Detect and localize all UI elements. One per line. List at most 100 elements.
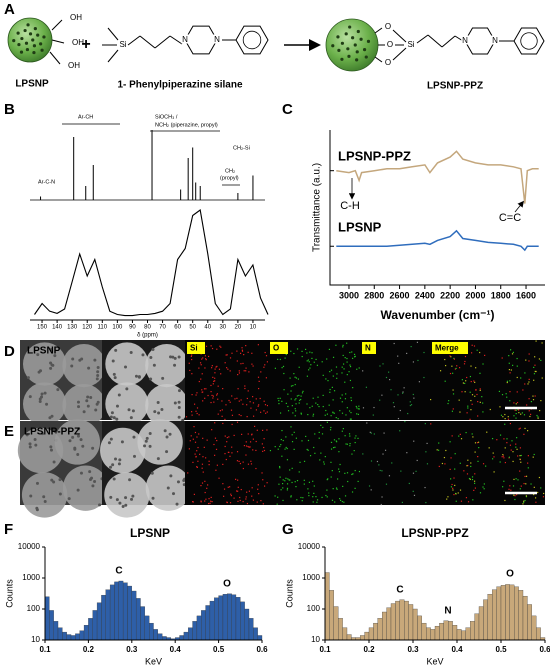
element-signal xyxy=(263,438,265,440)
element-signal xyxy=(298,399,301,401)
element-signal xyxy=(519,470,521,472)
element-signal xyxy=(517,455,519,457)
element-signal xyxy=(332,399,334,401)
element-signal xyxy=(452,408,454,410)
pore xyxy=(124,365,128,369)
element-signal xyxy=(261,443,263,445)
element-signal xyxy=(202,437,204,439)
element-signal xyxy=(307,359,310,361)
element-signal xyxy=(474,487,476,489)
y-tick-label: 100 xyxy=(27,604,41,613)
pore xyxy=(81,444,85,448)
element-signal xyxy=(255,440,257,443)
x-tick-label: 2200 xyxy=(440,290,460,300)
pore xyxy=(121,504,125,508)
element-signal xyxy=(323,463,325,465)
spectrum-line xyxy=(34,209,269,317)
annotation: NCH₂ (piperazine, propyl) xyxy=(155,122,218,128)
pore xyxy=(45,402,49,406)
element-signal xyxy=(350,397,352,399)
pore xyxy=(33,26,37,31)
element-signal xyxy=(525,483,527,485)
element-signal xyxy=(245,454,247,456)
histogram-bar xyxy=(231,594,237,641)
element-signal xyxy=(242,403,244,405)
element-signal xyxy=(286,489,288,491)
element-signal xyxy=(369,431,371,433)
element-signal xyxy=(317,403,319,406)
element-signal xyxy=(276,503,278,505)
element-signal xyxy=(193,493,195,495)
bond xyxy=(392,29,407,43)
element-signal xyxy=(325,494,327,497)
element-signal xyxy=(451,410,454,412)
element-signal xyxy=(346,374,348,376)
pore xyxy=(157,411,161,415)
element-signal xyxy=(348,371,350,373)
element-signal xyxy=(493,456,495,458)
element-signal xyxy=(265,377,267,379)
element-signal xyxy=(516,391,518,393)
piperazine-ring xyxy=(184,25,218,55)
element-signal xyxy=(477,456,479,458)
element-signal xyxy=(284,448,286,450)
pore xyxy=(125,387,129,391)
element-signal xyxy=(328,404,330,406)
element-signal xyxy=(467,464,469,467)
pore xyxy=(96,400,100,404)
pore xyxy=(77,427,81,431)
pore xyxy=(111,463,115,467)
series-label: LPSNP-PPZ xyxy=(338,148,411,163)
element-signal xyxy=(301,350,303,352)
element-signal xyxy=(308,361,310,363)
element-signal xyxy=(334,501,336,503)
element-signal xyxy=(464,391,466,393)
element-signal xyxy=(230,409,233,411)
channel-label: Merge xyxy=(435,344,459,353)
element-signal xyxy=(438,442,440,444)
element-signal xyxy=(307,488,309,490)
element-signal xyxy=(342,346,344,348)
element-signal xyxy=(335,440,337,442)
histogram-bar xyxy=(474,613,480,641)
element-signal xyxy=(236,421,239,423)
element-signal xyxy=(291,405,293,407)
pore xyxy=(42,35,46,39)
element-signal xyxy=(245,445,248,447)
element-signal xyxy=(204,355,207,357)
element-signal xyxy=(381,394,383,396)
element-signal xyxy=(332,356,335,358)
element-signal xyxy=(346,357,348,360)
pore xyxy=(73,447,77,451)
element-signal xyxy=(521,412,523,414)
element-signal xyxy=(335,344,337,346)
pore xyxy=(96,374,100,378)
element-signal xyxy=(236,460,239,462)
element-signal xyxy=(185,416,188,418)
element-signal xyxy=(513,402,515,404)
element-signal xyxy=(242,500,244,503)
x-tick-label: 20 xyxy=(235,325,242,331)
element-signal xyxy=(383,432,385,434)
element-signal xyxy=(344,381,346,383)
element-signal xyxy=(356,413,358,415)
group-label: OH xyxy=(68,61,80,70)
peak-label: O xyxy=(223,579,231,590)
histogram-bar xyxy=(140,606,145,641)
element-signal xyxy=(312,413,315,415)
element-signal xyxy=(224,362,226,364)
histogram-bar xyxy=(149,622,154,641)
element-signal xyxy=(503,480,505,482)
histogram-bar xyxy=(96,602,102,641)
element-signal xyxy=(355,405,357,408)
element-signal xyxy=(188,362,190,364)
particle xyxy=(62,344,106,388)
bond xyxy=(454,35,464,42)
element-signal xyxy=(477,441,480,443)
pore xyxy=(127,408,131,412)
axes xyxy=(329,130,545,286)
element-signal xyxy=(240,363,242,365)
element-signal xyxy=(251,487,253,489)
element-signal xyxy=(450,478,452,480)
element-signal xyxy=(199,362,202,364)
